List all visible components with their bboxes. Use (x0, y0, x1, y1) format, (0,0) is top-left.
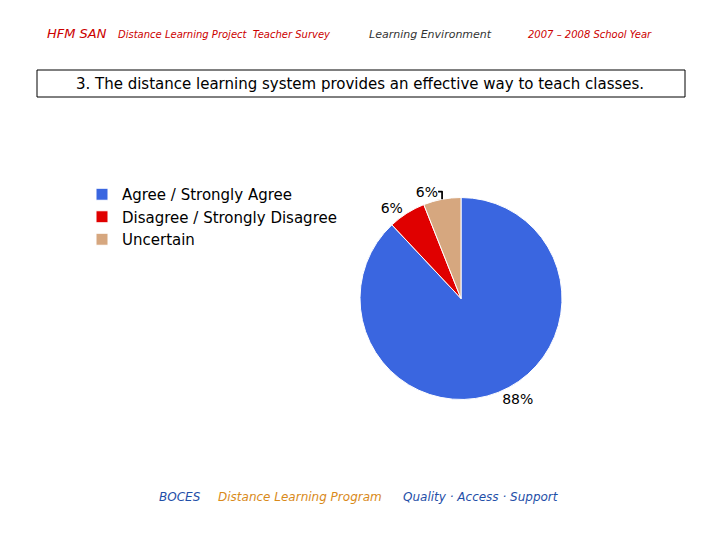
svg-text:Quality · Access · Support: Quality · Access · Support (403, 490, 559, 504)
svg-text:BOCES: BOCES (159, 490, 201, 504)
svg-text:HFM SAN: HFM SAN (47, 26, 107, 41)
svg-text:Uncertain: Uncertain (122, 231, 195, 249)
svg-text:2007 – 2008 School Year: 2007 – 2008 School Year (528, 29, 652, 40)
svg-text:3. The distance learning syste: 3. The distance learning system provides… (76, 75, 644, 93)
svg-text:Agree / Strongly Agree: Agree / Strongly Agree (122, 186, 292, 204)
svg-text:6%: 6% (416, 184, 438, 200)
svg-text:6%: 6% (381, 200, 403, 216)
svg-text:Distance Learning Program: Distance Learning Program (218, 490, 382, 504)
svg-text:Distance Learning Project Tea: Distance Learning Project Teacher Survey (118, 29, 331, 40)
svg-text:Learning Environment: Learning Environment (369, 28, 492, 41)
svg-text:Disagree / Strongly Disagree: Disagree / Strongly Disagree (122, 209, 337, 227)
svg-text:88%: 88% (502, 391, 533, 407)
